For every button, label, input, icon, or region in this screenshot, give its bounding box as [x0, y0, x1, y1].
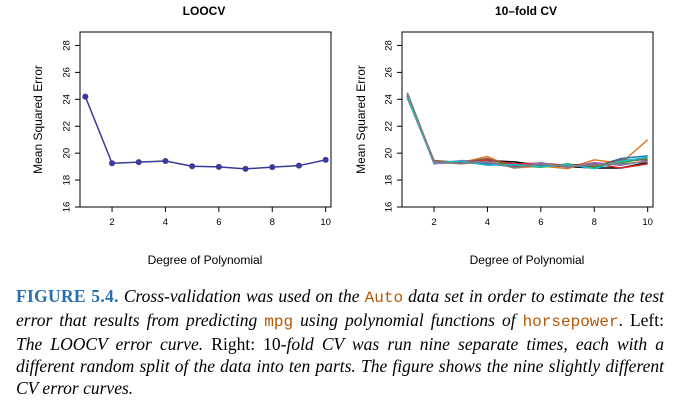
- figure: LOOCV Mean Squared Error Degree of Polyn…: [31, 4, 654, 267]
- loocv-panel: LOOCV Mean Squared Error Degree of Polyn…: [31, 4, 332, 267]
- series-line: [406, 97, 648, 169]
- y-axis-label: Mean Squared Error: [31, 65, 45, 174]
- caption-text: data set in order to estimate the test e…: [16, 286, 665, 330]
- y-tick-label: 18: [384, 175, 395, 186]
- kfold-panel: 10–fold CV Mean Squared Error Degree of …: [354, 4, 654, 267]
- data-point: [82, 93, 89, 100]
- data-point: [189, 163, 196, 170]
- x-tick-label: 8: [270, 217, 275, 228]
- data-point: [135, 159, 142, 166]
- caption-code-horsepower: horsepower: [522, 313, 619, 331]
- series-line: [406, 94, 648, 169]
- x-tick-label: 10: [642, 217, 653, 228]
- caption-code-mpg: mpg: [264, 313, 294, 331]
- y-tick-label: 22: [62, 121, 73, 132]
- x-tick-label: 10: [320, 217, 331, 228]
- caption-text: fold CV was run nine separate times, eac…: [16, 334, 664, 398]
- y-tick-label: 16: [384, 202, 395, 213]
- data-point: [295, 162, 302, 169]
- series-layer: [82, 93, 329, 172]
- x-tick-label: 4: [163, 217, 168, 228]
- x-axis-label: Degree of Polynomial: [148, 253, 263, 267]
- data-point: [242, 165, 249, 172]
- y-tick-label: 22: [384, 121, 395, 132]
- y-tick-label: 28: [62, 40, 73, 51]
- figure-label: FIGURE 5.4.: [16, 286, 119, 306]
- chart-title: 10–fold CV: [495, 4, 557, 18]
- chart-title: LOOCV: [183, 4, 226, 18]
- figure-caption: FIGURE 5.4. Cross-validation was used on…: [16, 285, 664, 399]
- series-layer: [406, 92, 649, 170]
- y-tick-label: 16: [62, 202, 73, 213]
- y-tick-label: 24: [62, 94, 73, 105]
- x-axis-label: Degree of Polynomial: [470, 253, 585, 267]
- series-line: [406, 97, 648, 170]
- caption-text: . Left:: [618, 310, 664, 330]
- data-point: [215, 163, 222, 170]
- x-tick-label: 6: [216, 217, 221, 228]
- x-tick-label: 2: [431, 217, 436, 228]
- caption-text: Cross-validation was used on the: [118, 286, 365, 306]
- x-tick-label: 2: [109, 217, 114, 228]
- series-line: [406, 92, 649, 170]
- data-point: [322, 156, 329, 163]
- data-point: [269, 164, 276, 171]
- y-tick-label: 24: [384, 94, 395, 105]
- caption-text: using polynomial functions of: [293, 310, 523, 330]
- caption-text: The LOOCV error curve.: [16, 334, 204, 354]
- series-line: [406, 95, 648, 167]
- series-line: [406, 96, 648, 169]
- series-line: [406, 93, 648, 169]
- y-tick-label: 20: [384, 148, 395, 159]
- x-tick-label: 6: [538, 217, 543, 228]
- figure-svg: LOOCV Mean Squared Error Degree of Polyn…: [31, 4, 654, 267]
- data-point: [162, 157, 169, 164]
- series-line: [84, 96, 326, 170]
- plot-frame: [79, 31, 332, 208]
- plot-frame: [401, 31, 654, 208]
- caption-code-auto: Auto: [364, 289, 404, 307]
- series-line: [406, 94, 648, 168]
- y-tick-label: 26: [62, 67, 73, 78]
- y-tick-label: 20: [62, 148, 73, 159]
- x-tick-label: 8: [592, 217, 597, 228]
- x-tick-label: 4: [485, 217, 490, 228]
- y-tick-label: 26: [384, 67, 395, 78]
- data-point: [109, 160, 116, 167]
- y-axis-label: Mean Squared Error: [354, 65, 368, 174]
- y-tick-label: 28: [384, 40, 395, 51]
- y-tick-label: 18: [62, 175, 73, 186]
- series-line: [406, 92, 648, 169]
- caption-text: Right: 10-: [203, 334, 287, 354]
